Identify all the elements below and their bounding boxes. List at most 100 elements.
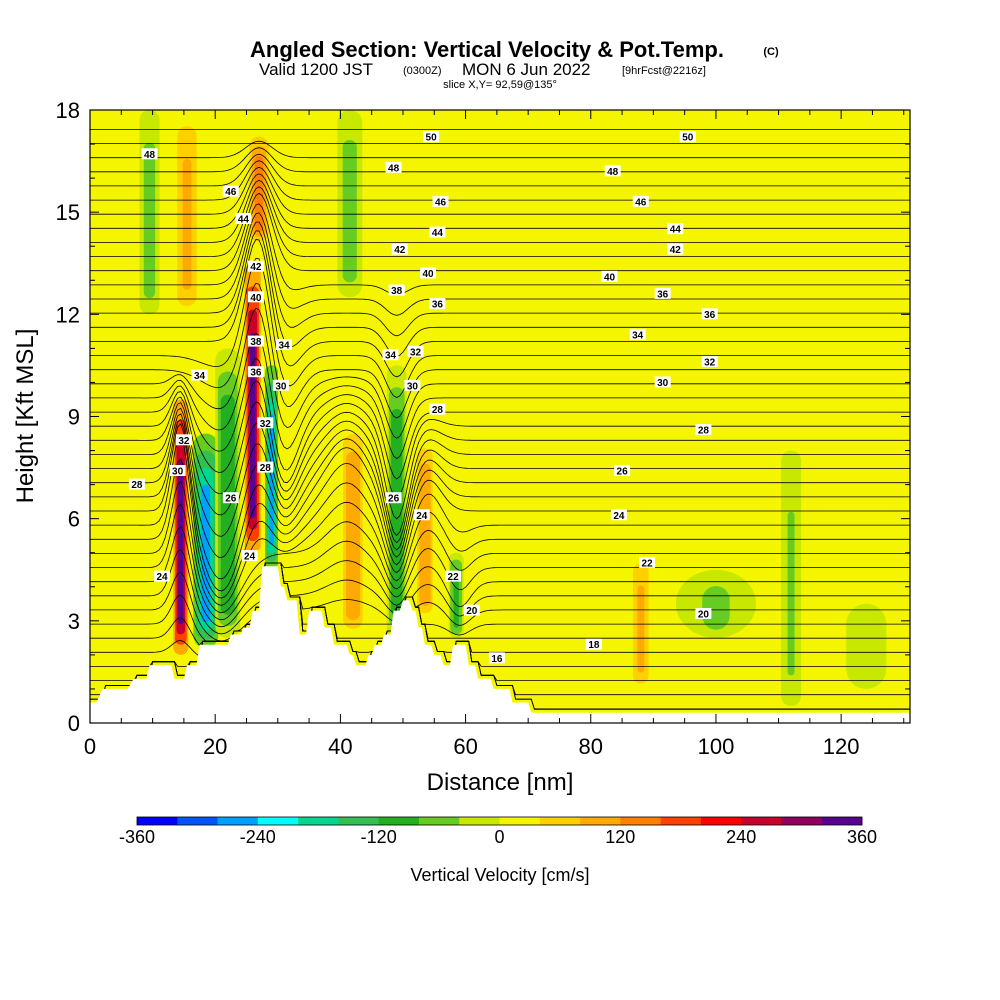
contour-label: 42 [667,243,684,256]
contour-label-text: 30 [407,381,419,392]
contour-label-bg [423,131,440,143]
contour-label-text: 24 [244,552,256,563]
velocity-cell [348,469,358,612]
theta-contour [90,203,910,296]
colorbar-tick-label: 0 [494,827,504,847]
contour-label-text: 36 [657,289,669,300]
theta-contour [90,526,910,628]
contour-label: 24 [154,570,170,583]
theta-contour [90,549,910,635]
contour-label-bg [257,461,274,473]
theta-contour [90,357,910,480]
colorbar-swatch [499,817,541,825]
contour-label-text: 36 [704,310,716,321]
contour-label-bg [247,260,264,272]
contour-label-bg [604,165,621,177]
contour-label: 36 [701,308,718,321]
theta-contour [90,186,910,258]
contour-label-text: 24 [156,572,168,583]
colorbar-swatch [741,817,782,825]
contour-label-bg [128,478,145,490]
contour-label-bg [667,243,684,255]
slice-info: slice X,Y= 92,59@135° [443,79,557,91]
contour-label-bg [257,417,274,429]
contour-label-bg [222,492,239,504]
contour-label: 44 [235,213,252,226]
contour-label: 30 [272,379,289,392]
contour-label-text: 38 [250,337,262,348]
contour-label-bg [488,652,505,664]
contour-label-text: 20 [698,610,710,621]
velocity-cell [702,586,730,630]
contour-label-text: 28 [432,405,444,416]
x-tick-label: 120 [823,734,860,759]
contour-label: 50 [679,131,696,144]
colorbar-tick-label: -120 [361,827,397,847]
contour-label-text: 44 [670,225,682,236]
theta-contour [90,380,910,500]
contour-label-bg [445,570,462,582]
contour-label-bg [385,492,402,504]
contour-label: 26 [385,492,402,505]
contour-label-bg [175,434,192,446]
contour-label-bg [247,366,264,378]
contour-label-bg [429,298,446,310]
theta-contour [90,192,910,272]
contour-label: 28 [695,424,712,437]
contour-label: 24 [413,509,430,522]
contour-label-bg [154,570,170,582]
colorbar-swatch [539,817,581,825]
theta-contour [90,413,910,559]
velocity-feature [846,603,887,689]
contour-label-text: 48 [144,150,156,161]
contour-label: 36 [247,366,264,379]
contour-label-bg [247,335,264,347]
contour-label-text: 36 [432,300,444,311]
velocity-feature [340,416,366,638]
contour-label-bg [404,379,421,391]
contour-label-bg [585,638,602,650]
velocity-feature [174,110,200,315]
theta-contour [90,402,910,536]
valid-date: MON 6 Jun 2022 [462,60,591,79]
plot-area: 48 46 44 42 40 38 36 34 30 32 28 34 32 30 28 26 24 24 50 48… [90,110,910,723]
y-tick-label: 6 [68,507,80,532]
colorbar-tick-label: -240 [240,827,276,847]
theta-contour [90,458,910,606]
contour-label: 48 [604,165,621,178]
theta-contour [90,147,910,173]
colorbar-swatch [580,817,621,825]
contour-labels: 48 46 44 42 40 38 36 34 30 32 28 34 32 30 28 26 24 24 50 48… [128,131,718,665]
contour-label-bg [667,223,684,235]
velocity-cell [223,417,232,604]
contour-label-text: 50 [682,133,694,144]
contour-label: 38 [388,284,405,297]
colorbar [136,816,863,826]
contour-label-bg [382,349,399,361]
contour-label-text: 34 [278,341,290,352]
x-tick-label: 100 [698,734,735,759]
contour-label: 28 [429,403,446,416]
colorbar-swatch [378,817,420,825]
theta-contour [90,307,910,439]
valid-prefix: Valid 1200 JST [259,60,373,79]
contour-label-text: 32 [260,419,272,430]
x-axis: 0 20 40 60 80 100 120 [84,110,905,759]
contour-label: 34 [382,349,399,362]
contour-label-bg [654,287,671,299]
contour-label-bg [413,509,430,521]
contour-label-text: 32 [178,436,190,447]
valid-utc: (0300Z) [403,65,442,77]
contour-label-bg [601,270,618,282]
contour-label-bg [420,267,436,279]
colorbar-swatch [338,817,379,825]
contour-label: 24 [241,550,258,563]
theta-contours [90,128,910,710]
contour-label: 32 [701,356,718,369]
contour-label-bg [247,291,264,303]
contour-label-bg [276,339,292,350]
contour-label-bg [695,608,712,619]
velocity-feature [675,569,756,638]
contour-label: 20 [695,608,712,621]
colorbar-label: Vertical Velocity [cm/s] [410,865,589,885]
